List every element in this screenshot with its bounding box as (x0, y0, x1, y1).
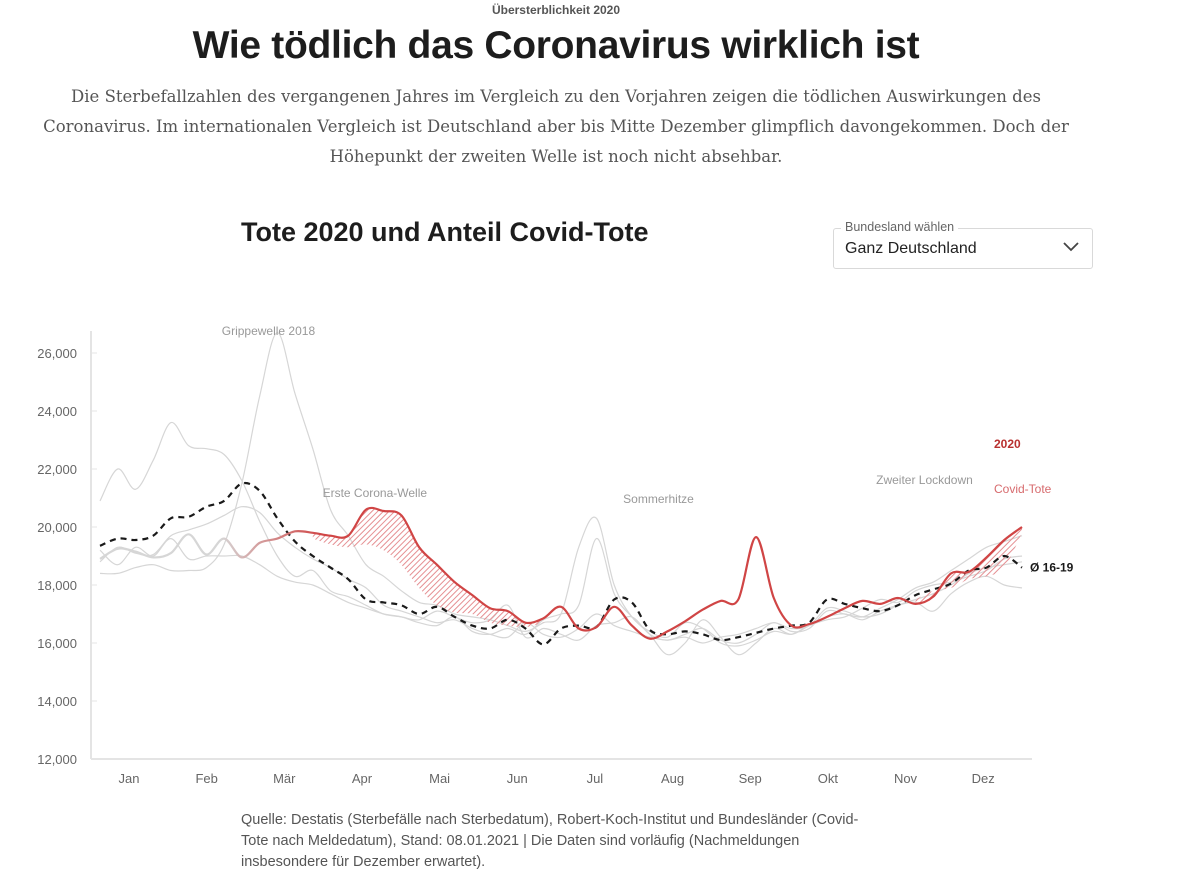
covid-area-1 (312, 507, 544, 628)
chart-title: Tote 2020 und Anteil Covid-Tote (241, 217, 649, 247)
x-tick-label: Nov (894, 771, 918, 786)
y-tick-label: 14,000 (37, 694, 77, 709)
x-tick-label: Mär (273, 771, 296, 786)
end-label-covid: Covid-Tote (994, 482, 1052, 496)
y-tick-label: 12,000 (37, 752, 77, 767)
kicker: Übersterblichkeit 2020 (491, 3, 621, 17)
y-tick-label: 16,000 (37, 636, 77, 651)
bundesland-select[interactable]: Bundesland wählen Ganz Deutschland (833, 220, 1093, 269)
chevron-down-icon[interactable] (1062, 237, 1080, 255)
x-tick-label: Apr (352, 771, 373, 786)
x-tick-label: Feb (195, 771, 217, 786)
history-line-2019 (99, 537, 1023, 656)
labels: Grippewelle 2018 Erste Corona-Welle Sommer… (222, 324, 1074, 575)
headline: Wie tödlich das Coronavirus wirklich ist (192, 24, 920, 67)
x-tick-label: Mai (429, 771, 450, 786)
annotation-label: Erste Corona-Welle (323, 486, 428, 500)
line-2020 (99, 506, 1023, 640)
bundesland-select-label: Bundesland wählen (841, 220, 959, 234)
x-tick-label: Sep (739, 771, 762, 786)
axes: 12,000 14,000 16,000 18,000 20,000 22,000 24,0… (37, 331, 1032, 786)
end-label-2020: 2020 (994, 437, 1021, 451)
lead-paragraph: Die Sterbefallzahlen des vergangenen Jah… (43, 87, 1069, 166)
x-tick-label: Dez (972, 771, 995, 786)
annotation-label: Zweiter Lockdown (876, 473, 973, 487)
y-tick-label: 24,000 (37, 404, 77, 419)
history-line-2016 (99, 506, 1023, 644)
y-tick-label: 18,000 (37, 578, 77, 593)
y-tick-label: 26,000 (37, 346, 77, 361)
annotation-label: Sommerhitze (623, 492, 694, 506)
annotation-label: Grippewelle 2018 (222, 324, 316, 338)
x-tick-label: Jun (507, 771, 528, 786)
history-line-2017 (99, 421, 1023, 644)
history-lines (99, 332, 1023, 656)
y-tick-label: 22,000 (37, 462, 77, 477)
end-label-average: Ø 16-19 (1030, 561, 1074, 575)
covid-area (312, 507, 1022, 628)
source-note: Quelle: Destatis (Sterbefälle nach Sterb… (241, 812, 859, 870)
mortality-chart: 12,000 14,000 16,000 18,000 20,000 22,000 24,0… (37, 324, 1074, 786)
x-tick-label: Jul (587, 771, 604, 786)
x-tick-label: Aug (661, 771, 684, 786)
x-tick-label: Jan (119, 771, 140, 786)
line-2020-path (99, 506, 1023, 640)
x-tick-label: Okt (818, 771, 839, 786)
average-line (99, 481, 1023, 646)
average-line-path (99, 481, 1023, 646)
history-line-2018 (99, 332, 1023, 647)
bundesland-select-value[interactable]: Ganz Deutschland (845, 240, 977, 257)
y-tick-label: 20,000 (37, 520, 77, 535)
